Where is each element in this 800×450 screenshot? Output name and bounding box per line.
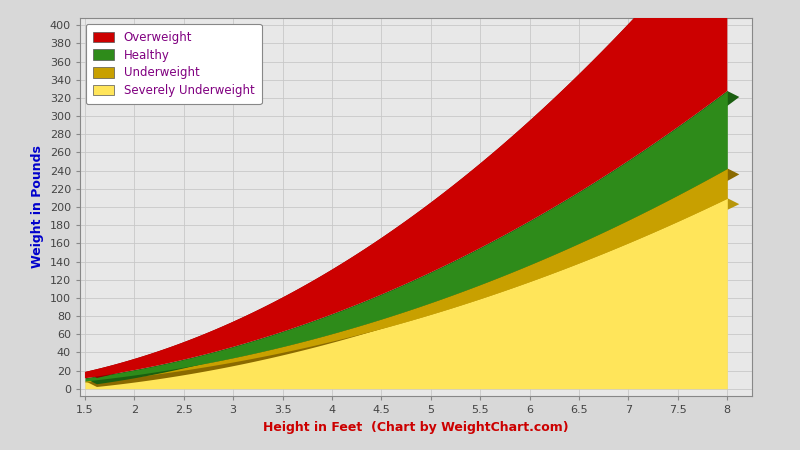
Polygon shape	[85, 198, 739, 388]
X-axis label: Height in Feet  (Chart by WeightChart.com): Height in Feet (Chart by WeightChart.com…	[263, 421, 569, 434]
Polygon shape	[85, 168, 739, 387]
Polygon shape	[85, 91, 739, 384]
Polygon shape	[85, 0, 739, 378]
Legend: Overweight, Healthy, Underweight, Severely Underweight: Overweight, Healthy, Underweight, Severe…	[86, 24, 262, 104]
Y-axis label: Weight in Pounds: Weight in Pounds	[31, 145, 44, 269]
